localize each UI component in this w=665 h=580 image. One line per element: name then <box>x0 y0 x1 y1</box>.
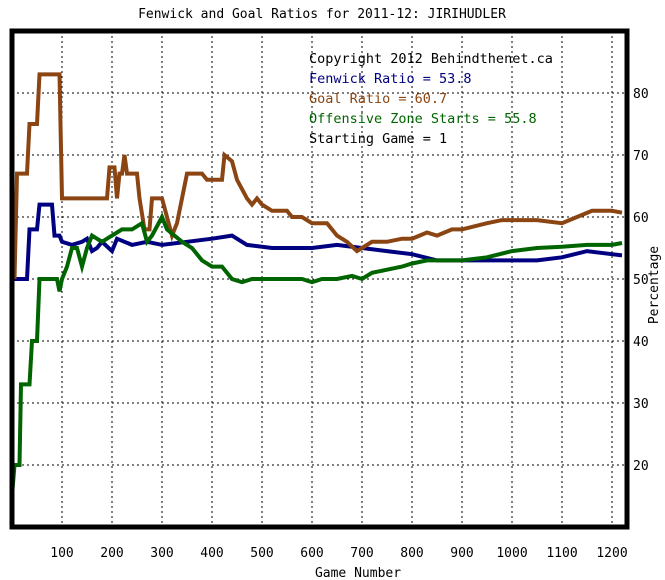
starting-game-annotation: Starting Game = 1 <box>309 131 447 147</box>
y-tick-labels: 20 30 40 50 60 70 80 <box>633 87 649 474</box>
y-tick-label: 70 <box>633 149 649 164</box>
plot-frame <box>9 28 630 530</box>
y-tick-label: 50 <box>633 273 649 288</box>
x-tick-label: 300 <box>150 546 173 561</box>
legend-ozone: Offensive Zone Starts = 55.8 <box>309 111 537 127</box>
x-tick-label: 900 <box>450 546 473 561</box>
x-tick-label: 1100 <box>546 546 577 561</box>
legend: Copyright 2012 Behindthenet.ca Fenwick R… <box>309 51 553 147</box>
chart-title: Fenwick and Goal Ratios for 2011-12: JIR… <box>138 7 506 22</box>
x-tick-label: 1200 <box>596 546 627 561</box>
legend-goal: Goal Ratio = 60.7 <box>309 91 447 107</box>
y-axis-label: Percentage <box>647 246 662 324</box>
x-tick-label: 800 <box>400 546 423 561</box>
x-tick-label: 600 <box>300 546 323 561</box>
x-tick-label: 100 <box>50 546 73 561</box>
goal-ratio-line <box>10 72 623 280</box>
y-tick-label: 20 <box>633 459 649 474</box>
offensive-zone-starts-line <box>10 212 623 497</box>
x-axis-label: Game Number <box>315 566 401 580</box>
copyright-annotation: Copyright 2012 Behindthenet.ca <box>309 51 553 67</box>
x-tick-label: 1000 <box>496 546 527 561</box>
y-tick-label: 60 <box>633 211 649 226</box>
y-tick-label: 30 <box>633 397 649 412</box>
x-tick-label: 500 <box>250 546 273 561</box>
x-tick-label: 700 <box>350 546 373 561</box>
x-tick-labels: 100 200 300 400 500 600 700 800 900 1000 1100 1200 <box>50 546 627 561</box>
x-tick-label: 400 <box>200 546 223 561</box>
x-tick-label: 200 <box>100 546 123 561</box>
legend-fenwick: Fenwick Ratio = 53.8 <box>309 71 472 87</box>
y-tick-label: 80 <box>633 87 649 102</box>
series-lines <box>10 72 623 497</box>
y-tick-label: 40 <box>633 335 649 350</box>
